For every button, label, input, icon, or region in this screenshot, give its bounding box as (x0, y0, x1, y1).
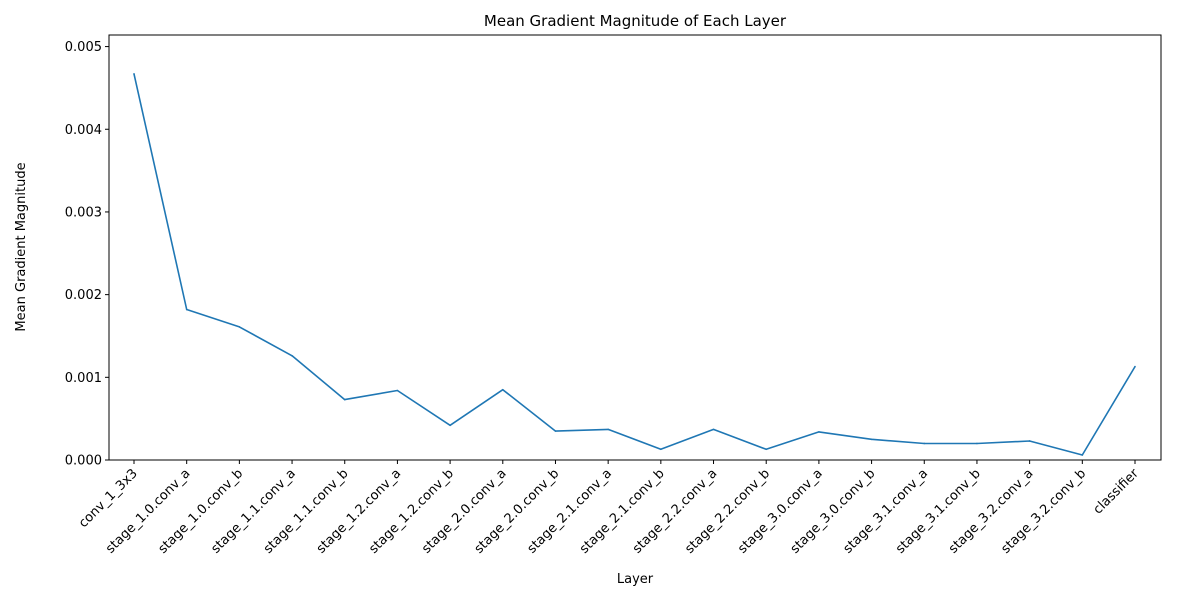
data-point (818, 431, 820, 433)
data-point (976, 442, 978, 445)
data-point (1028, 440, 1031, 442)
data-point (712, 428, 715, 431)
data-point (185, 308, 188, 311)
chart-title: Mean Gradient Magnitude of Each Layer (484, 12, 787, 30)
data-point (449, 424, 451, 427)
data-point (343, 398, 346, 401)
data-point (238, 326, 241, 328)
y-tick-label: 0.004 (65, 123, 102, 138)
data-point (501, 388, 504, 391)
data-point (1134, 365, 1136, 368)
data-point (291, 355, 293, 357)
data-point (870, 438, 873, 441)
plot-frame (108, 34, 1162, 461)
data-point (396, 389, 399, 392)
data-point (133, 73, 135, 75)
data-point (660, 448, 662, 451)
data-point (607, 428, 609, 431)
y-tick-label: 0.001 (65, 371, 102, 386)
y-tick-label: 0.003 (65, 205, 102, 220)
y-axis-ticks: 0.000 0.001 0.002 0.003 0.004 0.005 (65, 40, 109, 469)
data-point (923, 442, 926, 445)
data-point (554, 430, 557, 432)
data-point (1081, 454, 1084, 456)
x-axis-label: Layer (617, 572, 654, 587)
series-line (133, 73, 1136, 456)
data-point (765, 448, 768, 451)
y-tick-label: 0.002 (65, 288, 102, 303)
y-tick-label: 0.000 (65, 454, 102, 469)
y-tick-label: 0.005 (65, 40, 102, 55)
y-axis-label: Mean Gradient Magnitude (14, 162, 29, 331)
plot-series (133, 73, 1136, 456)
